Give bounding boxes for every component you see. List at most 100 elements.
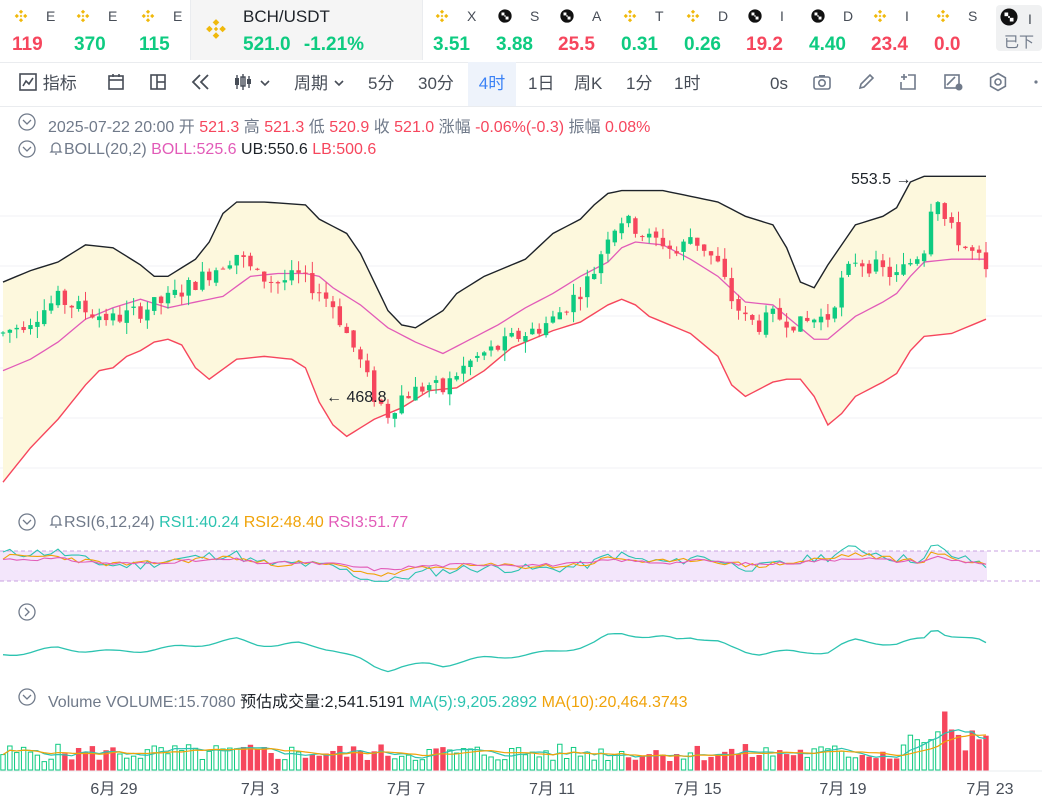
period-label: 周期	[294, 74, 328, 93]
gear-icon	[989, 72, 1007, 92]
candle-body	[97, 316, 102, 321]
volume-bar	[790, 755, 797, 771]
volume-bar	[337, 745, 343, 771]
volume-bar	[928, 739, 934, 771]
ticker-item[interactable]: E 119	[0, 0, 62, 60]
binance-icon	[873, 9, 887, 23]
candle-body	[296, 270, 301, 273]
ticker-name: X	[467, 8, 477, 24]
bell-icon[interactable]	[48, 140, 64, 156]
ticker-item[interactable]: A 25.5	[546, 0, 609, 60]
checker-icon	[498, 9, 512, 23]
period-dropdown[interactable]: 周期	[294, 62, 345, 106]
volume-bar	[0, 754, 6, 771]
candle-body	[516, 330, 521, 340]
volume-bar	[852, 757, 859, 771]
collapse-volume-icon[interactable]	[18, 688, 36, 706]
ticker-item[interactable]: E 370	[62, 0, 127, 60]
bell-icon[interactable]	[48, 513, 64, 529]
interval-1m[interactable]: 1分	[626, 74, 653, 93]
interval-1h[interactable]: 1时	[674, 74, 701, 93]
volume-bar	[103, 750, 109, 771]
volume-bar	[756, 755, 762, 771]
add-indicator-button[interactable]	[898, 62, 918, 106]
chart-type-dropdown[interactable]	[232, 62, 271, 106]
screenshot-button[interactable]	[812, 62, 832, 106]
interval-30m[interactable]: 30分	[418, 74, 454, 93]
interval-1d[interactable]: 1日	[528, 74, 555, 93]
ticker-name: E	[46, 8, 56, 24]
ticker-price: 23.4	[871, 34, 908, 55]
ticker-item[interactable]: I 23.4	[859, 0, 922, 60]
interval-4h[interactable]: 4时	[468, 62, 516, 106]
rsi-label[interactable]: RSI(6,12,24)	[64, 514, 155, 531]
rsi-legend: RSI(6,12,24) RSI1:40.24 RSI2:48.40 RSI3:…	[48, 513, 408, 532]
clear-drawings-button[interactable]	[942, 62, 964, 106]
collapse-rsi-icon[interactable]	[18, 513, 36, 531]
volume-bar	[873, 758, 879, 771]
open-value: 521.3	[199, 119, 240, 136]
candle-body	[420, 386, 425, 392]
volume-bar	[69, 759, 75, 771]
ticker-item[interactable]: T 0.31	[609, 0, 672, 60]
countdown-label: 0s	[770, 74, 788, 93]
ticker-price: 521.0 -1.21%	[243, 34, 365, 55]
expand-indicator-icon[interactable]	[18, 603, 36, 621]
candle-body	[846, 263, 851, 275]
candle-body	[481, 352, 487, 356]
candle-body	[495, 345, 501, 350]
checker-icon	[1000, 8, 1018, 26]
panels-button[interactable]	[148, 62, 168, 106]
ticker-price: 0.31	[621, 34, 658, 55]
ticker-item[interactable]: S 0.0	[922, 0, 996, 60]
replay-button[interactable]	[190, 62, 212, 106]
ticker-item[interactable]: D 4.40	[797, 0, 859, 60]
ticker-item[interactable]: D 0.26	[672, 0, 734, 60]
checker-icon	[748, 9, 762, 23]
rsi1-value: RSI1:40.24	[159, 514, 240, 531]
volume-bar	[804, 756, 810, 771]
volume-bar	[350, 746, 357, 771]
volume-bar	[728, 748, 735, 771]
volume-bar	[302, 757, 309, 771]
ticker-more[interactable]: I 已下	[996, 5, 1042, 51]
volume-bar	[687, 752, 694, 771]
candle-body	[426, 385, 432, 391]
collapse-boll-icon[interactable]	[18, 140, 36, 158]
boll-label[interactable]: BOLL(20,2)	[64, 141, 147, 158]
more-button[interactable]	[1030, 62, 1042, 106]
collapse-ohlc-icon[interactable]	[18, 113, 36, 131]
volume-bar	[419, 759, 426, 771]
x-tick-label: 7月 11	[529, 781, 575, 798]
layout-button[interactable]	[106, 62, 126, 106]
interval-5m[interactable]: 5分	[368, 74, 395, 93]
ticker-active[interactable]: BCH/USDT 521.0 -1.21%	[190, 0, 423, 60]
ticker-item[interactable]: X 3.51	[421, 0, 484, 60]
volume-bar	[536, 756, 542, 771]
candle-body	[722, 258, 727, 277]
indicators-button[interactable]: 指标	[18, 62, 77, 106]
x-tick-label: 7月 3	[241, 781, 279, 798]
draw-button[interactable]	[856, 62, 876, 106]
ticker-item[interactable]: E 115	[127, 0, 190, 60]
candle-body	[378, 399, 384, 404]
ticker-item[interactable]: I 19.2	[734, 0, 797, 60]
candle-body	[55, 290, 61, 306]
candle-body	[110, 313, 116, 321]
candle-body	[915, 259, 920, 264]
boll-lower-line	[2, 298, 987, 483]
candle-body	[866, 263, 872, 274]
ticker-price: 0.26	[684, 34, 721, 55]
x-tick-label: 7月 23	[966, 781, 1013, 798]
volume-label[interactable]: Volume	[48, 694, 102, 711]
ticker-item[interactable]: S 3.88	[484, 0, 546, 60]
settings-button[interactable]	[988, 62, 1008, 106]
ticker-price: 3.88	[496, 34, 533, 55]
interval-1w[interactable]: 周K	[574, 74, 603, 93]
volume-bar	[701, 760, 707, 771]
volume-bar	[921, 742, 927, 771]
low-label: 低	[308, 119, 325, 136]
volume-bar	[268, 752, 274, 771]
candle-body	[791, 326, 796, 331]
